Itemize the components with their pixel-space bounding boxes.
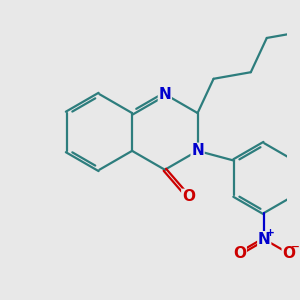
Text: −: − xyxy=(291,242,299,252)
Text: N: N xyxy=(158,87,171,102)
Text: N: N xyxy=(191,143,204,158)
Text: O: O xyxy=(282,246,295,261)
Text: O: O xyxy=(233,246,246,261)
Text: +: + xyxy=(266,228,275,238)
Text: O: O xyxy=(182,189,195,204)
Text: N: N xyxy=(258,232,271,247)
